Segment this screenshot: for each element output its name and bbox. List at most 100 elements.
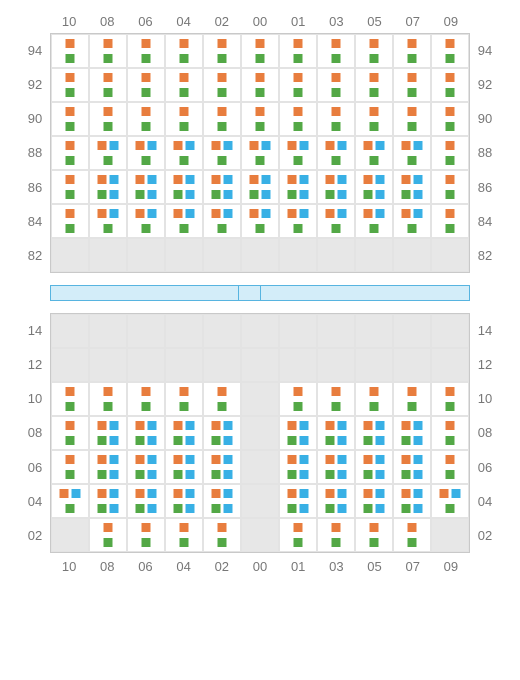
rack-cell[interactable] — [393, 450, 431, 484]
rack-cell[interactable] — [355, 204, 393, 238]
rack-cell[interactable] — [51, 382, 89, 416]
rack-cell[interactable] — [51, 450, 89, 484]
rack-cell[interactable] — [165, 204, 203, 238]
rack-cell[interactable] — [355, 484, 393, 518]
rack-cell[interactable] — [203, 204, 241, 238]
rack-cell[interactable] — [279, 170, 317, 204]
rack-cell[interactable] — [431, 450, 469, 484]
rack-cell[interactable] — [203, 170, 241, 204]
rack-cell[interactable] — [431, 136, 469, 170]
rack-cell[interactable] — [355, 68, 393, 102]
rack-cell[interactable] — [127, 204, 165, 238]
rack-cell[interactable] — [317, 382, 355, 416]
rack-cell[interactable] — [51, 416, 89, 450]
rack-cell[interactable] — [127, 416, 165, 450]
rack-cell[interactable] — [393, 484, 431, 518]
rack-cell[interactable] — [89, 170, 127, 204]
rack-cell[interactable] — [203, 102, 241, 136]
rack-cell[interactable] — [317, 416, 355, 450]
rack-cell[interactable] — [317, 136, 355, 170]
rack-cell[interactable] — [431, 204, 469, 238]
rack-cell[interactable] — [279, 450, 317, 484]
rack-cell[interactable] — [165, 170, 203, 204]
rack-cell[interactable] — [393, 136, 431, 170]
rack-cell[interactable] — [241, 102, 279, 136]
rack-cell[interactable] — [127, 102, 165, 136]
rack-cell[interactable] — [165, 102, 203, 136]
rack-cell[interactable] — [431, 416, 469, 450]
rack-cell[interactable] — [51, 68, 89, 102]
rack-cell[interactable] — [279, 204, 317, 238]
rack-cell[interactable] — [241, 204, 279, 238]
rack-cell[interactable] — [51, 102, 89, 136]
rack-cell[interactable] — [165, 68, 203, 102]
rack-cell[interactable] — [317, 170, 355, 204]
rack-cell[interactable] — [165, 136, 203, 170]
rack-cell[interactable] — [89, 484, 127, 518]
rack-cell[interactable] — [51, 136, 89, 170]
rack-cell[interactable] — [317, 102, 355, 136]
rack-cell[interactable] — [241, 170, 279, 204]
rack-cell[interactable] — [165, 518, 203, 552]
rack-cell[interactable] — [203, 34, 241, 68]
rack-cell[interactable] — [127, 68, 165, 102]
rack-cell[interactable] — [355, 450, 393, 484]
rack-cell[interactable] — [127, 34, 165, 68]
rack-cell[interactable] — [393, 416, 431, 450]
rack-cell[interactable] — [431, 102, 469, 136]
rack-cell[interactable] — [279, 102, 317, 136]
rack-cell[interactable] — [165, 382, 203, 416]
rack-cell[interactable] — [279, 34, 317, 68]
rack-cell[interactable] — [241, 136, 279, 170]
rack-cell[interactable] — [89, 136, 127, 170]
rack-cell[interactable] — [89, 204, 127, 238]
rack-cell[interactable] — [241, 68, 279, 102]
rack-cell[interactable] — [431, 170, 469, 204]
rack-cell[interactable] — [89, 518, 127, 552]
rack-cell[interactable] — [355, 518, 393, 552]
rack-cell[interactable] — [355, 34, 393, 68]
rack-cell[interactable] — [317, 68, 355, 102]
rack-cell[interactable] — [127, 170, 165, 204]
rack-cell[interactable] — [127, 518, 165, 552]
rack-cell[interactable] — [165, 450, 203, 484]
rack-cell[interactable] — [355, 170, 393, 204]
rack-cell[interactable] — [393, 170, 431, 204]
rack-cell[interactable] — [127, 450, 165, 484]
rack-cell[interactable] — [89, 450, 127, 484]
rack-cell[interactable] — [51, 34, 89, 68]
rack-cell[interactable] — [89, 102, 127, 136]
rack-cell[interactable] — [279, 416, 317, 450]
rack-cell[interactable] — [241, 34, 279, 68]
rack-cell[interactable] — [431, 34, 469, 68]
rack-cell[interactable] — [51, 204, 89, 238]
rack-cell[interactable] — [203, 136, 241, 170]
rack-cell[interactable] — [355, 136, 393, 170]
rack-cell[interactable] — [355, 382, 393, 416]
rack-cell[interactable] — [203, 484, 241, 518]
rack-cell[interactable] — [317, 484, 355, 518]
rack-cell[interactable] — [431, 484, 469, 518]
rack-cell[interactable] — [393, 34, 431, 68]
rack-cell[interactable] — [89, 382, 127, 416]
rack-cell[interactable] — [165, 416, 203, 450]
rack-cell[interactable] — [393, 68, 431, 102]
rack-cell[interactable] — [279, 68, 317, 102]
rack-cell[interactable] — [127, 484, 165, 518]
rack-cell[interactable] — [317, 518, 355, 552]
rack-cell[interactable] — [203, 416, 241, 450]
rack-cell[interactable] — [393, 102, 431, 136]
rack-cell[interactable] — [355, 102, 393, 136]
rack-cell[interactable] — [203, 68, 241, 102]
rack-cell[interactable] — [165, 484, 203, 518]
rack-cell[interactable] — [51, 170, 89, 204]
rack-cell[interactable] — [393, 204, 431, 238]
rack-cell[interactable] — [393, 382, 431, 416]
rack-cell[interactable] — [203, 382, 241, 416]
rack-cell[interactable] — [279, 518, 317, 552]
rack-cell[interactable] — [431, 68, 469, 102]
rack-cell[interactable] — [393, 518, 431, 552]
rack-cell[interactable] — [89, 416, 127, 450]
rack-cell[interactable] — [317, 34, 355, 68]
rack-cell[interactable] — [279, 484, 317, 518]
